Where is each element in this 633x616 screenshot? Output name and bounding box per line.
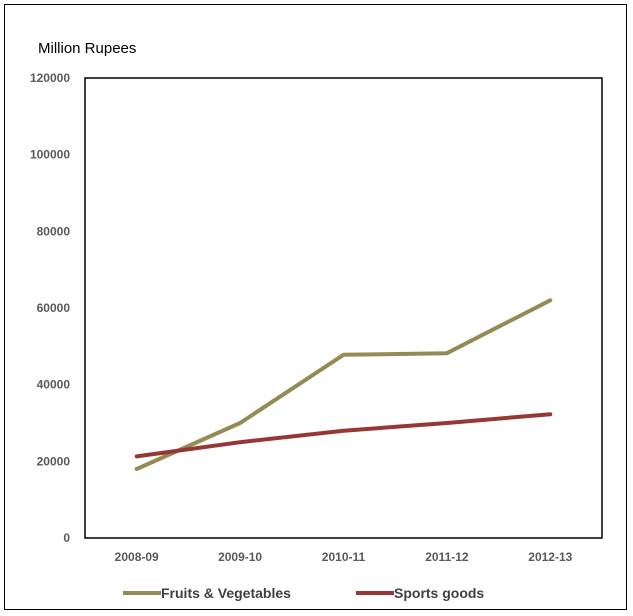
data-point	[136, 468, 138, 470]
data-point	[343, 430, 344, 432]
data-point	[549, 413, 551, 415]
y-tick-label: 60000	[37, 301, 71, 315]
y-tick-label: 0	[63, 531, 70, 545]
x-tick-label: 2011-12	[425, 550, 469, 564]
y-tick-label: 20000	[37, 454, 71, 468]
y-axis-ticks: 0 20000 40000 60000 80000 100000 120000	[30, 71, 70, 545]
data-point	[136, 455, 138, 457]
plot-area	[84, 77, 603, 539]
y-tick-label: 40000	[37, 378, 71, 392]
x-tick-label: 2010-11	[322, 550, 366, 564]
data-point	[446, 352, 448, 354]
legend: Fruits & Vegetables Sports goods	[123, 585, 484, 601]
y-tick-label: 80000	[37, 224, 71, 238]
y-tick-label: 100000	[30, 148, 70, 162]
series-lines	[134, 298, 553, 471]
data-point	[446, 422, 448, 424]
data-point	[549, 299, 551, 301]
y-tick-label: 120000	[30, 71, 70, 85]
y-axis-label: Million Rupees	[38, 40, 136, 57]
data-point	[239, 422, 241, 424]
legend-label: Fruits & Vegetables	[161, 585, 291, 601]
legend-label: Sports goods	[394, 585, 484, 601]
x-axis-ticks: 2008-09 2009-10 2010-11 2011-12 2012-13	[115, 550, 573, 564]
x-tick-label: 2012-13	[528, 550, 572, 564]
data-point	[343, 354, 344, 356]
x-tick-label: 2008-09	[115, 550, 159, 564]
data-point	[239, 441, 241, 443]
x-tick-label: 2009-10	[218, 550, 262, 564]
